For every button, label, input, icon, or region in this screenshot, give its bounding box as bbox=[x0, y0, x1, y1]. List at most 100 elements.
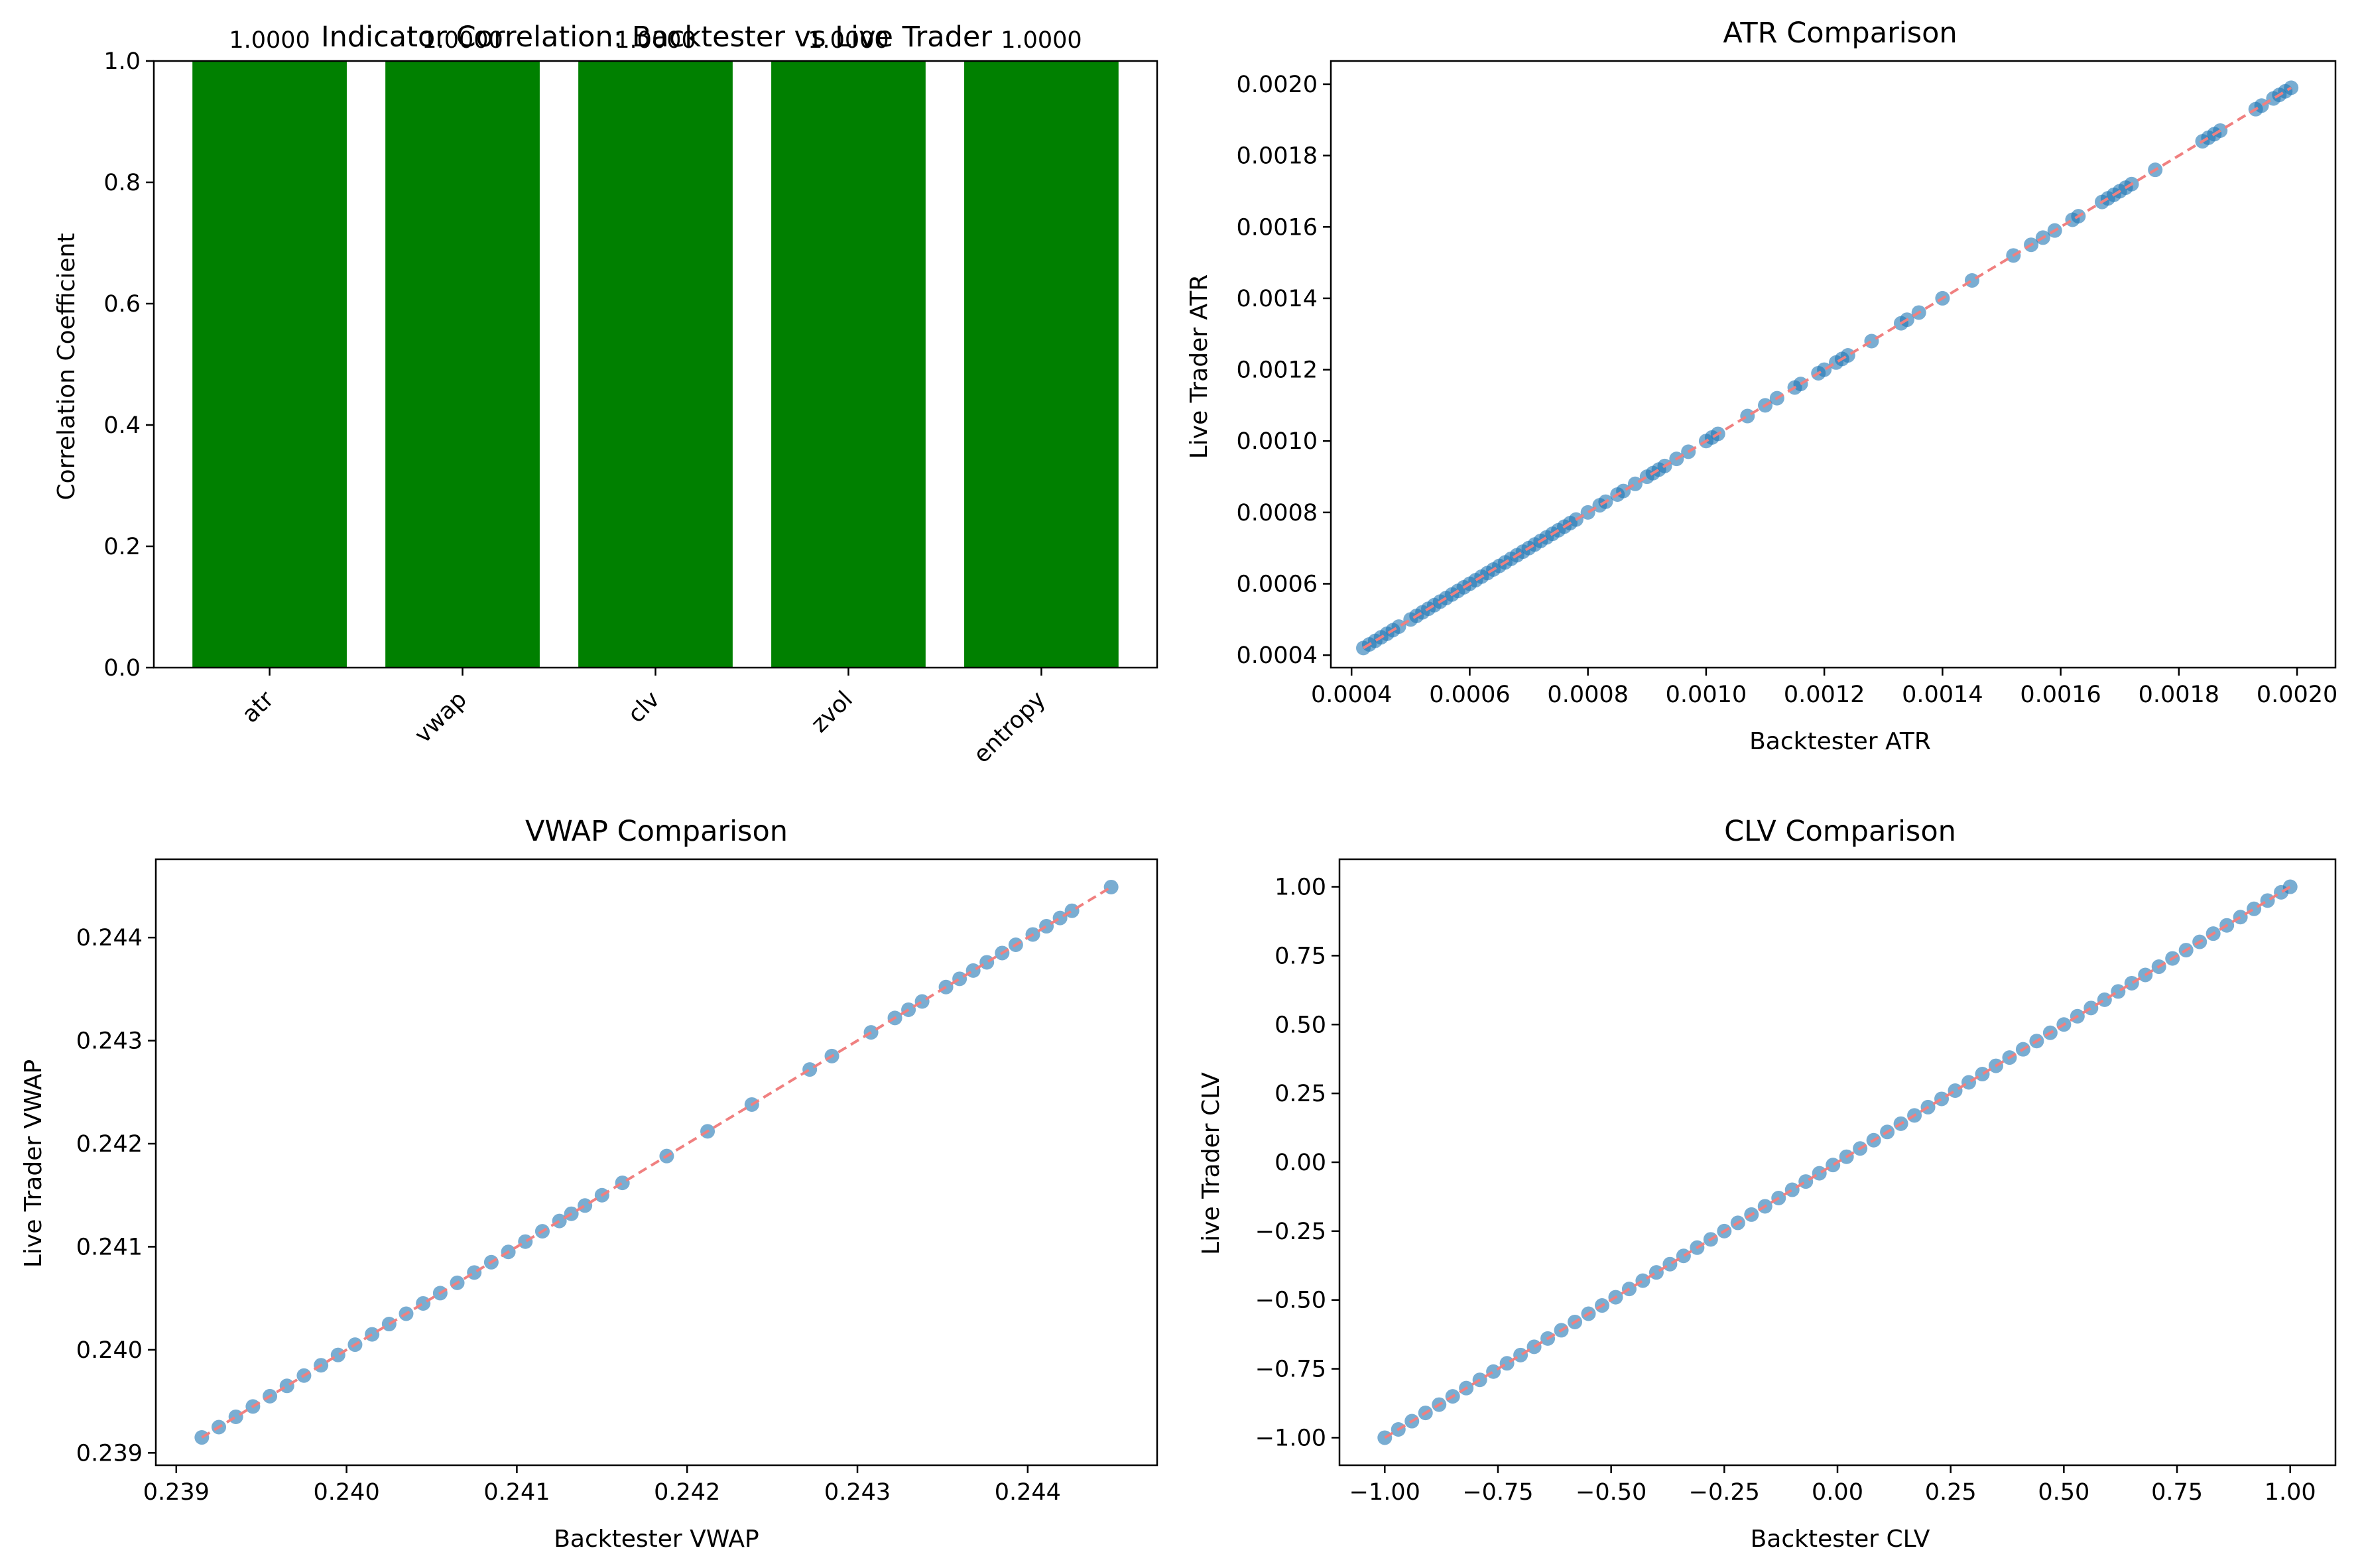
y-tick-label: 0.239 bbox=[76, 1440, 143, 1467]
y-axis-label: Live Trader CLV bbox=[1198, 1072, 1225, 1255]
y-tick-label: 0.2 bbox=[103, 534, 141, 560]
x-tick-label: 0.50 bbox=[2038, 1479, 2089, 1506]
x-tick-label: 0.0010 bbox=[1666, 682, 1747, 708]
clv-scatter-chart: CLV Comparison Backtester CLV Live Trade… bbox=[1198, 815, 2337, 1553]
x-tick-label: 0.243 bbox=[824, 1479, 891, 1506]
x-axis-label: Backtester VWAP bbox=[554, 1526, 759, 1553]
x-tick-label: 0.0016 bbox=[2020, 682, 2101, 708]
scatter-point bbox=[2247, 901, 2262, 916]
axes-frame bbox=[1330, 60, 2337, 669]
scatter-point bbox=[965, 963, 981, 978]
y-tick-label: 0.75 bbox=[1274, 943, 1326, 969]
x-tick-label: 0.242 bbox=[654, 1479, 720, 1506]
x-tick-label: −0.25 bbox=[1689, 1479, 1760, 1506]
y-tick-label: 0.50 bbox=[1274, 1012, 1326, 1038]
y-tick-label: 0.241 bbox=[76, 1234, 143, 1260]
scatter-point bbox=[467, 1265, 482, 1280]
y-tick-label: 0.0006 bbox=[1237, 572, 1318, 598]
chart-title: VWAP Comparison bbox=[525, 815, 788, 848]
y-tick-label: 0.0010 bbox=[1237, 428, 1318, 455]
x-tick-label: 0.241 bbox=[483, 1479, 550, 1506]
x-tick-label: 0.244 bbox=[995, 1479, 1061, 1506]
scatter-point bbox=[1740, 408, 1755, 424]
y-axis-label: Live Trader VWAP bbox=[20, 1059, 47, 1268]
scatter-point bbox=[2083, 1000, 2099, 1016]
y-tick-label: 0.6 bbox=[103, 291, 141, 318]
bar bbox=[771, 61, 926, 668]
scatter-point bbox=[952, 971, 967, 987]
y-axis-label: Correlation Coefficient bbox=[53, 233, 80, 501]
y-tick-label: 0.243 bbox=[76, 1028, 143, 1055]
scatter-point bbox=[1964, 273, 1979, 288]
correlation-bar-chart: Correlation Coefficient 0.0 0.2 0.4 0.6 0.8 1… bbox=[53, 21, 1158, 768]
x-tick-label: 0.0006 bbox=[1429, 682, 1510, 708]
reference-line bbox=[201, 886, 1112, 1439]
y-tick-label: 0.0 bbox=[103, 655, 141, 682]
scatter-point bbox=[2260, 893, 2275, 908]
scatter-point bbox=[1039, 919, 1054, 934]
scatter-point bbox=[1975, 1067, 1990, 1082]
x-axis-label: Backtester ATR bbox=[1749, 728, 1931, 755]
y-tick-label: 0.4 bbox=[103, 412, 141, 439]
scatter-point bbox=[365, 1327, 380, 1342]
scatter-point bbox=[1948, 1083, 1963, 1098]
vwap-scatter-chart: VWAP Comparison Backtester VWAP Live Tra… bbox=[20, 815, 1158, 1553]
y-tick-label: 1.0 bbox=[103, 48, 141, 75]
scatter-point bbox=[1784, 1182, 1800, 1197]
scatter-point bbox=[2124, 975, 2139, 991]
y-tick-label: 0.0008 bbox=[1237, 500, 1318, 526]
scatter-point bbox=[2111, 984, 2126, 999]
scatter-point bbox=[578, 1198, 593, 1213]
bar-value-label: 1.0000 bbox=[615, 27, 696, 54]
scatter-point bbox=[1064, 903, 1080, 918]
bar-value-label: 1.0000 bbox=[422, 27, 503, 54]
scatter-point bbox=[1513, 1347, 1528, 1362]
y-tick-label: 0.240 bbox=[76, 1337, 143, 1364]
bar bbox=[964, 61, 1119, 668]
y-tick-label: 0.8 bbox=[103, 170, 141, 196]
x-tick-label: 0.25 bbox=[1925, 1479, 1977, 1506]
x-tick-label: 0.0020 bbox=[2257, 682, 2337, 708]
y-tick-label: 0.0012 bbox=[1237, 357, 1318, 384]
axes-frame bbox=[155, 858, 1158, 1467]
scatter-point bbox=[1961, 1075, 1976, 1090]
scatter-point bbox=[416, 1296, 431, 1311]
y-tick-label: −0.75 bbox=[1255, 1357, 1326, 1383]
y-tick-label: 0.242 bbox=[76, 1131, 143, 1158]
chart-title: CLV Comparison bbox=[1724, 815, 1956, 848]
chart-title: Indicator Correlation: Backtester vs Liv… bbox=[321, 21, 992, 54]
y-tick-label: 0.0004 bbox=[1237, 642, 1318, 669]
scatter-point bbox=[615, 1176, 630, 1191]
y-tick-label: 0.0020 bbox=[1237, 72, 1318, 98]
x-tick-label: 0.239 bbox=[143, 1479, 210, 1506]
x-axis-label: Backtester CLV bbox=[1751, 1526, 1930, 1553]
scatter-point bbox=[802, 1062, 818, 1077]
scatter-point bbox=[914, 994, 930, 1009]
scatter-point bbox=[1798, 1174, 1814, 1189]
scatter-point bbox=[1676, 1248, 1691, 1264]
x-tick-label: 0.240 bbox=[314, 1479, 380, 1506]
y-tick-label: 0.0016 bbox=[1237, 214, 1318, 241]
scatter-point bbox=[1526, 1339, 1542, 1355]
x-tick-label: 0.0012 bbox=[1784, 682, 1865, 708]
atr-scatter-chart: ATR Comparison Backtester ATR Live Trade… bbox=[1186, 17, 2337, 755]
chart-title: ATR Comparison bbox=[1723, 17, 1957, 50]
y-tick-label: 0.25 bbox=[1274, 1081, 1326, 1107]
x-tick-label: −1.00 bbox=[1349, 1479, 1420, 1506]
x-tick-label: 0.0018 bbox=[2139, 682, 2219, 708]
scatter-point bbox=[1826, 1158, 1841, 1173]
scatter-point bbox=[979, 955, 995, 970]
scatter-point bbox=[1499, 1356, 1515, 1371]
y-tick-label: −0.25 bbox=[1255, 1219, 1326, 1245]
scatter-point bbox=[1662, 1256, 1678, 1272]
y-tick-label: 0.0014 bbox=[1237, 286, 1318, 312]
x-tick-label: −0.50 bbox=[1576, 1479, 1647, 1506]
bar bbox=[385, 61, 540, 668]
y-tick-label: −1.00 bbox=[1255, 1425, 1326, 1451]
y-tick-label: 0.244 bbox=[76, 925, 143, 951]
reference-line bbox=[1362, 86, 2292, 650]
bar bbox=[578, 61, 733, 668]
x-tick-label: −0.75 bbox=[1462, 1479, 1533, 1506]
